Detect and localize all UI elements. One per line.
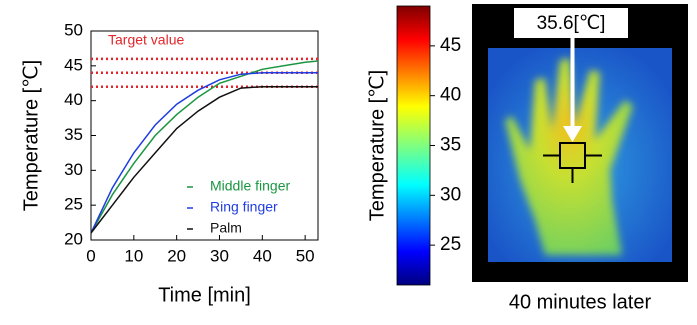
x-tick-label: 50: [296, 246, 315, 265]
colorbar-tick-label: 30: [440, 184, 461, 205]
legend-label: Palm: [210, 220, 242, 236]
colorbar: [396, 5, 431, 286]
y-axis-label: Temperature [℃]: [20, 60, 42, 211]
y-tick-label: 30: [64, 160, 83, 179]
data-line: [90, 72, 318, 234]
data-line: [90, 85, 318, 234]
y-tick-label: 40: [64, 90, 83, 109]
legend-label: Ring finger: [210, 199, 278, 215]
colorbar-tick-label: 40: [440, 85, 461, 106]
colorbar-tick-label: 45: [440, 35, 461, 56]
thermal-image: [472, 4, 688, 282]
legend-label: Middle finger: [210, 178, 290, 194]
y-tick-label: 20: [64, 229, 83, 248]
y-tick-label: 45: [64, 55, 83, 74]
colorbar-label: Temperature [℃]: [366, 70, 388, 221]
y-tick-label: 35: [64, 125, 83, 144]
colorbar-tick-label: 35: [440, 135, 461, 156]
x-tick-label: 20: [167, 246, 186, 265]
x-tick-label: 40: [253, 246, 272, 265]
temperature-annotation: 35.6[℃]: [537, 13, 606, 34]
y-tick-label: 25: [64, 195, 83, 214]
target-label: Target value: [108, 32, 184, 48]
plot-frame: [90, 30, 319, 241]
x-tick-label: 10: [124, 246, 143, 265]
data-line: [90, 60, 319, 234]
image-caption: 40 minutes later: [509, 291, 652, 313]
y-tick-label: 50: [64, 20, 83, 39]
x-axis-label: Time [min]: [158, 284, 251, 306]
x-tick-label: 0: [86, 246, 95, 265]
x-tick-label: 30: [210, 246, 229, 265]
colorbar-tick-label: 25: [440, 234, 461, 255]
